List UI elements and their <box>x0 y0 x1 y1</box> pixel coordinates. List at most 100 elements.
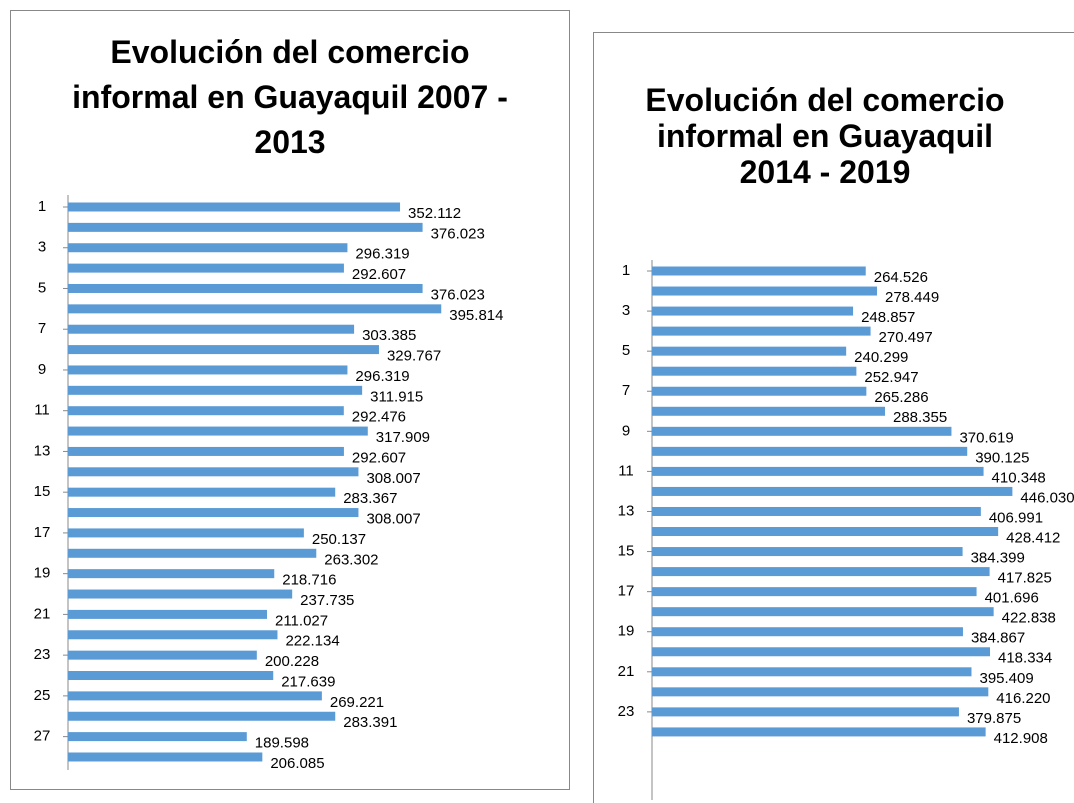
value-label: 250.137 <box>312 531 366 548</box>
value-label: 269.221 <box>330 694 384 711</box>
value-label: 422.838 <box>1002 610 1056 627</box>
bar <box>652 607 994 617</box>
bar <box>68 304 442 314</box>
value-label: 218.716 <box>282 572 336 589</box>
value-label: 428.412 <box>1006 529 1060 546</box>
y-tick-label: 11 <box>34 402 50 419</box>
bar <box>68 630 278 640</box>
y-tick-label: 11 <box>618 462 634 479</box>
bar <box>68 711 336 721</box>
y-tick-label: 17 <box>34 524 51 541</box>
y-tick-label: 5 <box>622 342 630 359</box>
value-label: 283.367 <box>343 490 397 507</box>
value-label: 376.023 <box>431 225 485 242</box>
bar <box>652 707 959 717</box>
bar <box>68 426 368 436</box>
y-tick-label: 3 <box>622 302 630 319</box>
bar <box>68 548 317 558</box>
value-label: 416.220 <box>996 690 1050 707</box>
bar <box>68 202 401 212</box>
value-label: 406.991 <box>989 509 1043 526</box>
value-label: 384.867 <box>971 630 1025 647</box>
bar <box>652 727 986 737</box>
value-label: 288.355 <box>893 409 947 426</box>
bar <box>652 326 871 336</box>
bar <box>652 366 857 376</box>
value-label: 217.639 <box>281 673 335 690</box>
bar <box>68 589 293 599</box>
bar <box>652 306 854 316</box>
bar <box>68 650 257 660</box>
value-label: 189.598 <box>255 735 309 752</box>
y-tick-label: 7 <box>622 382 630 399</box>
bar <box>68 406 344 416</box>
bar <box>68 222 423 232</box>
bar <box>68 691 322 701</box>
value-label: 292.607 <box>352 266 406 283</box>
bar <box>68 671 274 681</box>
y-tick-label: 19 <box>34 565 51 582</box>
value-label: 376.023 <box>431 286 485 303</box>
value-label: 446.030 <box>1020 489 1074 506</box>
bar <box>68 467 359 477</box>
value-label: 395.409 <box>979 670 1033 687</box>
bar <box>68 609 267 619</box>
bar <box>652 547 963 557</box>
chart-title: Evolución del comercio informal en Guayaq… <box>72 34 508 160</box>
y-tick-label: 17 <box>618 583 635 600</box>
bar <box>652 567 990 577</box>
y-tick-label: 27 <box>34 728 51 745</box>
value-label: 352.112 <box>408 205 461 222</box>
bar <box>68 446 344 456</box>
value-label: 308.007 <box>366 470 420 487</box>
value-label: 303.385 <box>362 327 416 344</box>
y-tick-label: 1 <box>38 198 46 215</box>
value-label: 379.875 <box>967 710 1021 727</box>
value-label: 283.391 <box>343 714 397 731</box>
bar <box>652 426 952 436</box>
bar <box>652 386 867 396</box>
value-label: 410.348 <box>992 469 1046 486</box>
value-label: 418.334 <box>998 650 1052 667</box>
bar <box>68 528 304 538</box>
bar <box>652 286 877 296</box>
y-tick-label: 5 <box>38 279 46 296</box>
value-label: 308.007 <box>366 511 420 528</box>
value-label: 317.909 <box>376 429 430 446</box>
value-label: 278.449 <box>885 289 939 306</box>
value-label: 401.696 <box>985 590 1039 607</box>
bar <box>68 283 423 293</box>
bar <box>68 324 355 334</box>
bar <box>652 647 991 657</box>
y-tick-label: 21 <box>34 605 51 622</box>
value-label: 370.619 <box>959 429 1013 446</box>
value-label: 248.857 <box>861 309 915 326</box>
chart-title: Evolución del comercio informal en Guayaq… <box>645 82 1004 190</box>
value-label: 264.526 <box>874 269 928 286</box>
value-label: 270.497 <box>879 329 933 346</box>
value-label: 384.399 <box>971 550 1025 567</box>
y-tick-label: 23 <box>34 646 51 663</box>
value-label: 206.085 <box>270 755 324 772</box>
bar <box>652 466 984 476</box>
bar <box>652 266 866 276</box>
value-label: 292.476 <box>352 409 406 426</box>
value-label: 292.607 <box>352 449 406 466</box>
value-label: 263.302 <box>324 551 378 568</box>
y-tick-label: 15 <box>618 543 635 560</box>
y-tick-label: 1 <box>622 262 630 279</box>
value-label: 417.825 <box>998 570 1052 587</box>
bar <box>68 345 379 355</box>
bar <box>68 365 348 375</box>
bar <box>652 486 1013 496</box>
y-tick-label: 9 <box>622 422 630 439</box>
value-label: 265.286 <box>874 389 928 406</box>
bar <box>652 627 963 637</box>
value-label: 329.767 <box>387 348 441 365</box>
y-tick-label: 25 <box>34 687 51 704</box>
y-tick-label: 3 <box>38 239 46 256</box>
bar <box>68 243 348 253</box>
bar <box>652 527 999 537</box>
